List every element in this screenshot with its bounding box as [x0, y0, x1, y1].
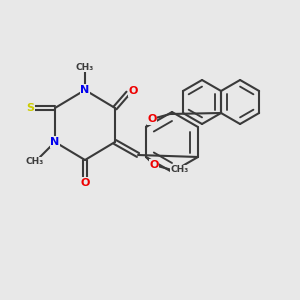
- Text: N: N: [80, 85, 90, 95]
- Text: O: O: [128, 86, 138, 96]
- Text: N: N: [50, 137, 60, 147]
- Text: S: S: [26, 103, 34, 113]
- Text: O: O: [149, 160, 159, 170]
- Text: CH₃: CH₃: [26, 158, 44, 166]
- Text: O: O: [80, 178, 90, 188]
- Text: CH₃: CH₃: [171, 166, 189, 175]
- Text: CH₃: CH₃: [76, 62, 94, 71]
- Text: O: O: [147, 114, 157, 124]
